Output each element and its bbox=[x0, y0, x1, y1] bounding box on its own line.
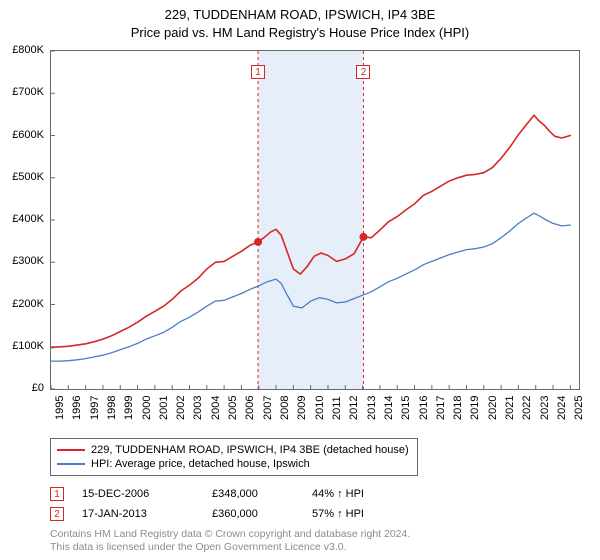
sales-table: 1 15-DEC-2006 £348,000 44% ↑ HPI 2 17-JA… bbox=[50, 484, 432, 524]
plot-area: 12 bbox=[50, 50, 580, 390]
legend-swatch bbox=[57, 449, 85, 451]
sale-vs-hpi: 44% ↑ HPI bbox=[312, 488, 432, 500]
x-tick-label: 2015 bbox=[400, 396, 412, 420]
footer-line: This data is licensed under the Open Gov… bbox=[50, 541, 410, 554]
x-tick-label: 2024 bbox=[556, 396, 568, 420]
x-tick-label: 2020 bbox=[487, 396, 499, 420]
legend-label: HPI: Average price, detached house, Ipsw… bbox=[91, 458, 310, 470]
titles: 229, TUDDENHAM ROAD, IPSWICH, IP4 3BE Pr… bbox=[0, 0, 600, 41]
footer-attribution: Contains HM Land Registry data © Crown c… bbox=[50, 528, 410, 554]
x-tick-label: 2017 bbox=[435, 396, 447, 420]
x-tick-label: 1998 bbox=[106, 396, 118, 420]
legend-item-property: 229, TUDDENHAM ROAD, IPSWICH, IP4 3BE (d… bbox=[57, 443, 409, 457]
x-tick-label: 2004 bbox=[210, 396, 222, 420]
x-tick-label: 2008 bbox=[279, 396, 291, 420]
x-tick-label: 2019 bbox=[469, 396, 481, 420]
title-address: 229, TUDDENHAM ROAD, IPSWICH, IP4 3BE bbox=[0, 6, 600, 24]
chart-container: 229, TUDDENHAM ROAD, IPSWICH, IP4 3BE Pr… bbox=[0, 0, 600, 560]
title-subtitle: Price paid vs. HM Land Registry's House … bbox=[0, 24, 600, 42]
x-tick-label: 2025 bbox=[573, 396, 585, 420]
sale-badge-icon: 2 bbox=[356, 65, 370, 79]
legend-swatch bbox=[57, 463, 85, 465]
x-tick-label: 2003 bbox=[192, 396, 204, 420]
y-tick-label: £500K bbox=[0, 171, 44, 183]
sale-date: 17-JAN-2013 bbox=[64, 508, 212, 520]
plot-svg bbox=[51, 51, 579, 389]
y-tick-label: £300K bbox=[0, 255, 44, 267]
y-tick-label: £100K bbox=[0, 340, 44, 352]
sale-price: £348,000 bbox=[212, 488, 312, 500]
x-tick-label: 2021 bbox=[504, 396, 516, 420]
x-tick-label: 2022 bbox=[521, 396, 533, 420]
x-tick-label: 2013 bbox=[366, 396, 378, 420]
sale-badge-icon: 1 bbox=[251, 65, 265, 79]
x-tick-label: 2007 bbox=[262, 396, 274, 420]
footer-line: Contains HM Land Registry data © Crown c… bbox=[50, 528, 410, 541]
sale-price: £360,000 bbox=[212, 508, 312, 520]
sale-date: 15-DEC-2006 bbox=[64, 488, 212, 500]
x-tick-label: 1999 bbox=[123, 396, 135, 420]
y-tick-label: £0 bbox=[0, 382, 44, 394]
y-tick-label: £700K bbox=[0, 86, 44, 98]
x-tick-label: 2018 bbox=[452, 396, 464, 420]
x-tick-label: 2014 bbox=[383, 396, 395, 420]
x-tick-label: 2006 bbox=[244, 396, 256, 420]
sales-row: 1 15-DEC-2006 £348,000 44% ↑ HPI bbox=[50, 484, 432, 504]
sale-vs-hpi: 57% ↑ HPI bbox=[312, 508, 432, 520]
sale-badge-icon: 1 bbox=[50, 487, 64, 501]
sale-badge-icon: 2 bbox=[50, 507, 64, 521]
x-tick-label: 1997 bbox=[89, 396, 101, 420]
y-tick-label: £400K bbox=[0, 213, 44, 225]
x-tick-label: 1996 bbox=[71, 396, 83, 420]
y-tick-label: £600K bbox=[0, 129, 44, 141]
x-tick-label: 2009 bbox=[296, 396, 308, 420]
legend: 229, TUDDENHAM ROAD, IPSWICH, IP4 3BE (d… bbox=[50, 438, 418, 476]
x-tick-label: 2005 bbox=[227, 396, 239, 420]
x-tick-label: 2012 bbox=[348, 396, 360, 420]
x-tick-label: 2002 bbox=[175, 396, 187, 420]
x-axis-labels: 1995 1996 1997 1998 1999 2000 2001 2002 2003 2004… bbox=[50, 392, 580, 432]
x-tick-label: 2011 bbox=[331, 396, 343, 420]
sales-row: 2 17-JAN-2013 £360,000 57% ↑ HPI bbox=[50, 504, 432, 524]
legend-label: 229, TUDDENHAM ROAD, IPSWICH, IP4 3BE (d… bbox=[91, 444, 409, 456]
x-tick-label: 2001 bbox=[158, 396, 170, 420]
y-tick-label: £200K bbox=[0, 298, 44, 310]
x-tick-label: 2016 bbox=[418, 396, 430, 420]
x-tick-label: 2023 bbox=[539, 396, 551, 420]
x-tick-label: 2000 bbox=[141, 396, 153, 420]
legend-item-hpi: HPI: Average price, detached house, Ipsw… bbox=[57, 457, 409, 471]
x-tick-label: 1995 bbox=[54, 396, 66, 420]
x-tick-label: 2010 bbox=[314, 396, 326, 420]
y-tick-label: £800K bbox=[0, 44, 44, 56]
